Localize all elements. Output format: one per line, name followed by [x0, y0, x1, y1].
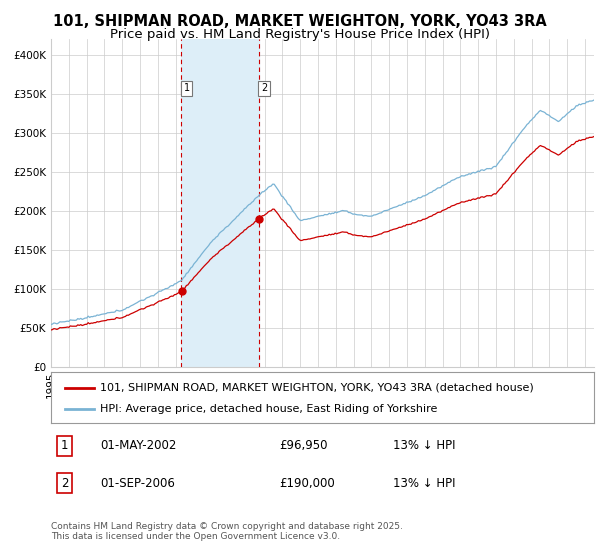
Text: Price paid vs. HM Land Registry's House Price Index (HPI): Price paid vs. HM Land Registry's House … [110, 28, 490, 41]
Text: Contains HM Land Registry data © Crown copyright and database right 2025.
This d: Contains HM Land Registry data © Crown c… [51, 522, 403, 542]
Text: 101, SHIPMAN ROAD, MARKET WEIGHTON, YORK, YO43 3RA (detached house): 101, SHIPMAN ROAD, MARKET WEIGHTON, YORK… [100, 382, 533, 393]
Text: 1: 1 [184, 83, 190, 94]
Text: 101, SHIPMAN ROAD, MARKET WEIGHTON, YORK, YO43 3RA: 101, SHIPMAN ROAD, MARKET WEIGHTON, YORK… [53, 14, 547, 29]
Text: 01-MAY-2002: 01-MAY-2002 [100, 439, 176, 452]
Text: 2: 2 [61, 477, 68, 490]
Text: 1: 1 [61, 439, 68, 452]
Text: HPI: Average price, detached house, East Riding of Yorkshire: HPI: Average price, detached house, East… [100, 404, 437, 414]
Text: 13% ↓ HPI: 13% ↓ HPI [393, 439, 455, 452]
Bar [181, 39, 259, 367]
Text: £96,950: £96,950 [279, 439, 328, 452]
Text: 2: 2 [261, 83, 267, 94]
Text: 13% ↓ HPI: 13% ↓ HPI [393, 477, 455, 490]
Text: £190,000: £190,000 [279, 477, 335, 490]
Text: 01-SEP-2006: 01-SEP-2006 [100, 477, 175, 490]
